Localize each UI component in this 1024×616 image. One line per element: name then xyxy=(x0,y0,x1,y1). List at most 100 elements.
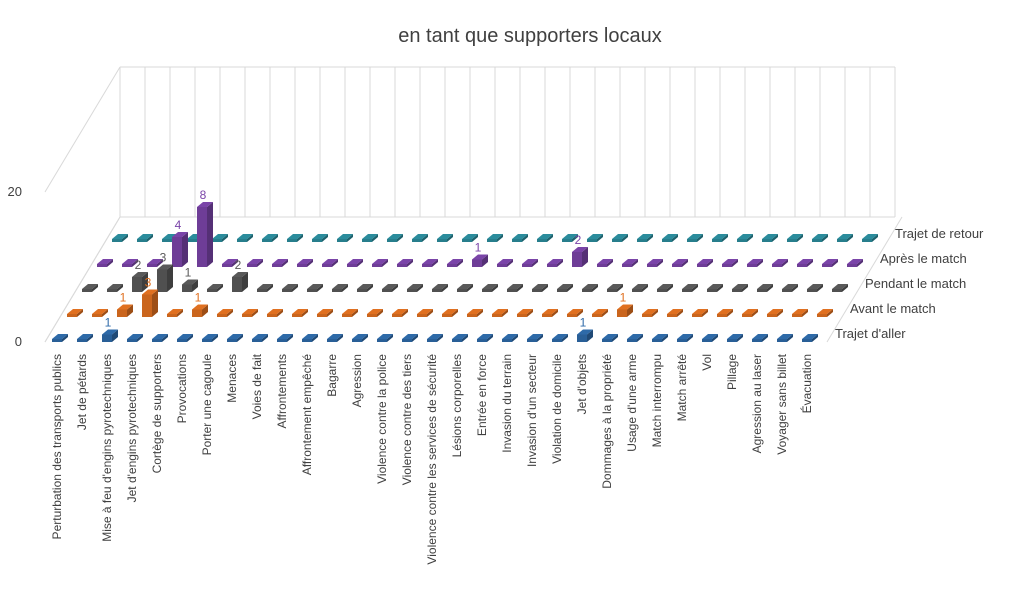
bar-side xyxy=(792,284,798,292)
legend-label: Après le match xyxy=(880,251,967,266)
bar-top xyxy=(807,284,823,289)
bar xyxy=(287,239,297,242)
bar-side xyxy=(642,284,648,292)
bar-top xyxy=(162,234,178,239)
grid-line xyxy=(44,216,121,343)
bar-side xyxy=(522,234,528,242)
bar xyxy=(372,264,382,267)
bar xyxy=(77,339,87,342)
bar-top xyxy=(707,284,723,289)
bar-side xyxy=(717,284,723,292)
bar-side xyxy=(332,259,338,267)
bar xyxy=(177,339,187,342)
bar-side xyxy=(457,259,463,267)
x-tick-label: Évacuation xyxy=(799,354,814,413)
bar-top xyxy=(447,259,463,264)
x-tick-label: Agression xyxy=(350,354,364,407)
bar-top xyxy=(117,304,133,310)
bar-side xyxy=(397,234,403,242)
bar xyxy=(812,239,822,242)
bar xyxy=(757,289,767,292)
bar-top xyxy=(157,264,173,270)
bar-side xyxy=(277,309,283,317)
bar xyxy=(297,264,307,267)
bar-side xyxy=(202,304,208,317)
bar-side xyxy=(622,234,628,242)
bar-top xyxy=(102,329,118,335)
bar xyxy=(472,259,482,267)
bar xyxy=(237,239,247,242)
bar xyxy=(847,264,857,267)
bar-side xyxy=(582,247,588,267)
bar-top xyxy=(287,234,303,239)
bar-side xyxy=(482,254,488,267)
bar xyxy=(107,289,117,292)
bar xyxy=(322,264,332,267)
data-label: 4 xyxy=(175,218,182,232)
bar xyxy=(542,314,552,317)
bar-side xyxy=(307,259,313,267)
bar-top xyxy=(182,279,198,285)
bar xyxy=(302,339,312,342)
bar-side xyxy=(422,234,428,242)
bar xyxy=(377,339,387,342)
bar-top xyxy=(442,309,458,314)
bar-top xyxy=(92,309,108,314)
bar-top xyxy=(717,309,733,314)
bar-top xyxy=(542,309,558,314)
bar-side xyxy=(627,304,633,317)
bar-side xyxy=(437,334,443,342)
bar xyxy=(412,239,422,242)
bar xyxy=(647,264,657,267)
bar-top xyxy=(762,234,778,239)
bar-top xyxy=(582,284,598,289)
bar-side xyxy=(327,309,333,317)
bar xyxy=(752,339,762,342)
bar xyxy=(427,339,437,342)
bar xyxy=(142,294,152,317)
data-label: 2 xyxy=(135,258,142,272)
bar-side xyxy=(112,329,118,342)
bar xyxy=(82,289,92,292)
bar xyxy=(767,314,777,317)
bar-top xyxy=(602,334,618,339)
bar xyxy=(357,289,367,292)
bar xyxy=(487,239,497,242)
bar xyxy=(282,289,292,292)
bar xyxy=(552,339,562,342)
bar xyxy=(157,269,167,292)
bar-top xyxy=(412,234,428,239)
bar-top xyxy=(212,234,228,239)
bar-side xyxy=(812,334,818,342)
bar xyxy=(337,239,347,242)
bar xyxy=(587,239,597,242)
bar xyxy=(777,339,787,342)
bar xyxy=(187,239,197,242)
bar xyxy=(837,239,847,242)
bar xyxy=(792,314,802,317)
bar xyxy=(717,314,727,317)
bar xyxy=(117,309,127,317)
x-tick-label: Violence contre les services de sécurité xyxy=(425,354,439,565)
bar xyxy=(577,334,587,342)
bar-side xyxy=(492,284,498,292)
bar-top xyxy=(637,234,653,239)
bar xyxy=(192,309,202,317)
bar-side xyxy=(342,284,348,292)
bar-side xyxy=(702,309,708,317)
bar-side xyxy=(592,284,598,292)
bar-side xyxy=(392,284,398,292)
bar-top xyxy=(702,334,718,339)
bar-top xyxy=(337,234,353,239)
bar-top xyxy=(557,284,573,289)
bar xyxy=(707,289,717,292)
bar xyxy=(782,289,792,292)
bar-side xyxy=(822,234,828,242)
bar-side xyxy=(147,234,153,242)
bar-top xyxy=(262,234,278,239)
bar-side xyxy=(662,334,668,342)
bar-side xyxy=(62,334,68,342)
bar-side xyxy=(312,334,318,342)
data-label: 1 xyxy=(620,291,627,305)
